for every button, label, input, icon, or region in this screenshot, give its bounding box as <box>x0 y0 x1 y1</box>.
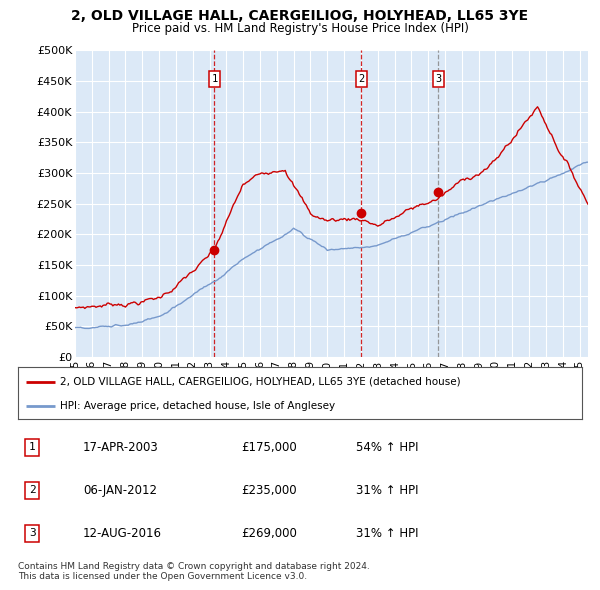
Text: £175,000: £175,000 <box>241 441 296 454</box>
Text: 17-APR-2003: 17-APR-2003 <box>83 441 158 454</box>
Text: £235,000: £235,000 <box>241 484 296 497</box>
Text: HPI: Average price, detached house, Isle of Anglesey: HPI: Average price, detached house, Isle… <box>60 401 335 411</box>
Text: Contains HM Land Registry data © Crown copyright and database right 2024.
This d: Contains HM Land Registry data © Crown c… <box>18 562 370 581</box>
Text: 06-JAN-2012: 06-JAN-2012 <box>83 484 157 497</box>
Text: 1: 1 <box>211 74 218 84</box>
Text: Price paid vs. HM Land Registry's House Price Index (HPI): Price paid vs. HM Land Registry's House … <box>131 22 469 35</box>
Text: 1: 1 <box>29 442 35 453</box>
Text: 2: 2 <box>29 486 35 495</box>
Text: £269,000: £269,000 <box>241 527 296 540</box>
Text: 2, OLD VILLAGE HALL, CAERGEILIOG, HOLYHEAD, LL65 3YE: 2, OLD VILLAGE HALL, CAERGEILIOG, HOLYHE… <box>71 9 529 23</box>
Text: 3: 3 <box>436 74 442 84</box>
Text: 3: 3 <box>29 528 35 538</box>
Text: 2: 2 <box>358 74 364 84</box>
Text: 54% ↑ HPI: 54% ↑ HPI <box>356 441 419 454</box>
Text: 12-AUG-2016: 12-AUG-2016 <box>83 527 162 540</box>
Text: 31% ↑ HPI: 31% ↑ HPI <box>356 484 419 497</box>
Text: 2, OLD VILLAGE HALL, CAERGEILIOG, HOLYHEAD, LL65 3YE (detached house): 2, OLD VILLAGE HALL, CAERGEILIOG, HOLYHE… <box>60 376 461 386</box>
Text: 31% ↑ HPI: 31% ↑ HPI <box>356 527 419 540</box>
